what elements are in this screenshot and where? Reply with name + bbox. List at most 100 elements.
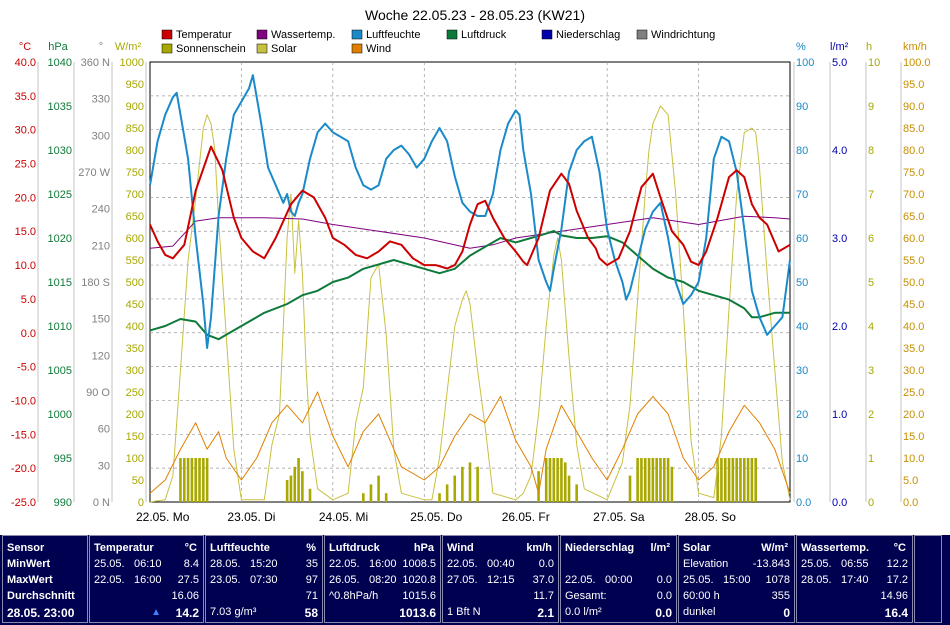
rain-rate: 0.0 l/m² bbox=[565, 606, 602, 618]
pressure-axis-unit: hPa bbox=[48, 41, 68, 53]
solar-tick-label: 200 bbox=[126, 409, 144, 421]
x-tick-label: 22.05. Mo bbox=[136, 510, 190, 524]
sunshine-bars bbox=[179, 458, 758, 502]
press-min-time: 16:00 bbox=[369, 558, 397, 570]
humidity-tick-label: 50 bbox=[796, 277, 808, 289]
humidity-tick-label: 20 bbox=[796, 409, 808, 421]
wind-tick-label: 85.0 bbox=[903, 123, 924, 135]
pressure-tick-label: 1000 bbox=[48, 409, 72, 421]
sunshine-axis-unit: h bbox=[866, 41, 872, 53]
press-trend: ^0.8hPa/h bbox=[329, 590, 379, 602]
solar-tick-label: 300 bbox=[126, 365, 144, 377]
wind-tick-label: 60.0 bbox=[903, 233, 924, 245]
water-min-date: 25.05. bbox=[801, 558, 832, 570]
press-avg: 1015.6 bbox=[402, 590, 436, 602]
sunshine-bar bbox=[301, 471, 304, 502]
solar-tick-label: 50 bbox=[132, 475, 144, 487]
water-section: Wassertemp. °C 25.05. 06:55 12.2 28.05. 17:… bbox=[796, 535, 913, 623]
humidity-header: Luftfeuchte bbox=[210, 542, 270, 554]
water-header: Wassertemp. bbox=[801, 542, 870, 554]
legend-label: Temperatur bbox=[176, 29, 232, 41]
humidity-tick-label: 40 bbox=[796, 321, 808, 333]
sunshine-bar bbox=[640, 458, 643, 502]
series-line-solar bbox=[149, 105, 791, 503]
press-min-value: 1008.5 bbox=[402, 558, 436, 570]
direction-tick-label: 150 bbox=[92, 314, 110, 326]
sunshine-bar bbox=[670, 466, 674, 502]
legend-label: Niederschlag bbox=[556, 29, 620, 41]
hum-avg: 71 bbox=[305, 590, 318, 602]
direction-tick-label: 30 bbox=[98, 460, 110, 472]
solar-tick-label: 350 bbox=[126, 343, 144, 355]
wind-beaufort: 1 Bft N bbox=[447, 606, 481, 618]
temperature-section: Temperatur °C 25.05. 06:10 8.4 22.05. 16:00… bbox=[89, 535, 204, 623]
legend-label: Wind bbox=[366, 43, 391, 55]
hum-current: 58 bbox=[304, 606, 318, 620]
sunshine-bar bbox=[190, 458, 194, 502]
legend-swatch bbox=[351, 29, 363, 40]
rain-section: Niederschlag l/m² 22.05. 00:00 0.0 Gesamt:… bbox=[560, 535, 677, 623]
humidity-tick-label: 90 bbox=[796, 101, 808, 113]
maxwert-label: MaxWert bbox=[7, 574, 53, 586]
sunshine-bar bbox=[750, 458, 754, 502]
rain-tick-label: 0.0 bbox=[832, 497, 847, 509]
solar-tick-label: 800 bbox=[126, 145, 144, 157]
x-tick-label: 25.05. Do bbox=[410, 510, 462, 524]
sunshine-bar bbox=[194, 458, 198, 502]
sunshine-bar bbox=[537, 471, 540, 502]
sunshine-bar bbox=[643, 458, 647, 502]
temp-max-time: 16:00 bbox=[134, 574, 162, 586]
humidity-tick-label: 0.0 bbox=[796, 497, 811, 509]
temperature-unit: °C bbox=[184, 542, 197, 554]
sunshine-bar bbox=[548, 458, 552, 502]
sunshine-bar bbox=[362, 493, 365, 502]
legend-label: Wassertemp. bbox=[271, 29, 335, 41]
wind-tick-label: 5.0 bbox=[903, 475, 918, 487]
humidity-unit: % bbox=[306, 542, 316, 554]
solar-current: 0 bbox=[783, 606, 790, 620]
solar-max-value: 1078 bbox=[765, 574, 790, 586]
sunshine-tick-label: 9 bbox=[868, 101, 874, 113]
sunshine-bar bbox=[556, 458, 559, 502]
hum-min-value: 35 bbox=[305, 558, 318, 570]
water-max-date: 28.05. bbox=[801, 574, 832, 586]
temperature-tick-label: -10.0 bbox=[11, 395, 36, 407]
direction-tick-label: 90 O bbox=[86, 387, 110, 399]
wind-section: Wind km/h 22.05. 00:40 0.0 27.05. 12:15 37.0… bbox=[442, 535, 559, 623]
direction-tick-label: 210 bbox=[92, 240, 110, 252]
pressure-tick-label: 1025 bbox=[48, 189, 72, 201]
wind-tick-label: 40.0 bbox=[903, 321, 924, 333]
wind-tick-label: 15.0 bbox=[903, 431, 924, 443]
hum-max-time: 07:30 bbox=[250, 574, 278, 586]
sunshine-bar bbox=[716, 458, 719, 502]
solar-section: Solar W/m² Elevation -13.843 25.05. 15:00 1… bbox=[678, 535, 795, 623]
sunshine-bar bbox=[198, 458, 201, 502]
sunshine-bar bbox=[723, 458, 727, 502]
temperature-tick-label: -20.0 bbox=[11, 463, 36, 475]
solar-tick-label: 900 bbox=[126, 101, 144, 113]
wind-unit: km/h bbox=[526, 542, 552, 554]
sunshine-bar bbox=[182, 458, 186, 502]
x-tick-label: 23.05. Di bbox=[227, 510, 275, 524]
solar-tick-label: 250 bbox=[126, 387, 144, 399]
wind-tick-label: 10.0 bbox=[903, 453, 924, 465]
solar-tick-label: 600 bbox=[126, 233, 144, 245]
sunshine-bar bbox=[297, 458, 300, 502]
direction-tick-label: 270 W bbox=[78, 167, 110, 179]
direction-tick-label: 120 bbox=[92, 350, 110, 362]
spare-section bbox=[914, 535, 942, 623]
hum-absolute: 7.03 g/m³ bbox=[210, 606, 257, 618]
solar-hours-label: 60:00 h bbox=[683, 590, 720, 602]
hum-min-time: 15:20 bbox=[250, 558, 278, 570]
wind-tick-label: 95.0 bbox=[903, 79, 924, 91]
pressure-tick-label: 1030 bbox=[48, 145, 72, 157]
sunshine-bar bbox=[552, 458, 556, 502]
sunshine-bar bbox=[720, 458, 723, 502]
sunshine-bar bbox=[563, 462, 567, 502]
chart-title: Woche 22.05.23 - 28.05.23 (KW21) bbox=[365, 7, 585, 23]
rain-date: 22.05. bbox=[565, 574, 596, 586]
rain-tick-label: 3.0 bbox=[832, 233, 847, 245]
sunshine-bar bbox=[179, 458, 182, 502]
sunshine-bar bbox=[476, 466, 479, 502]
pressure-tick-label: 1040 bbox=[48, 57, 72, 69]
